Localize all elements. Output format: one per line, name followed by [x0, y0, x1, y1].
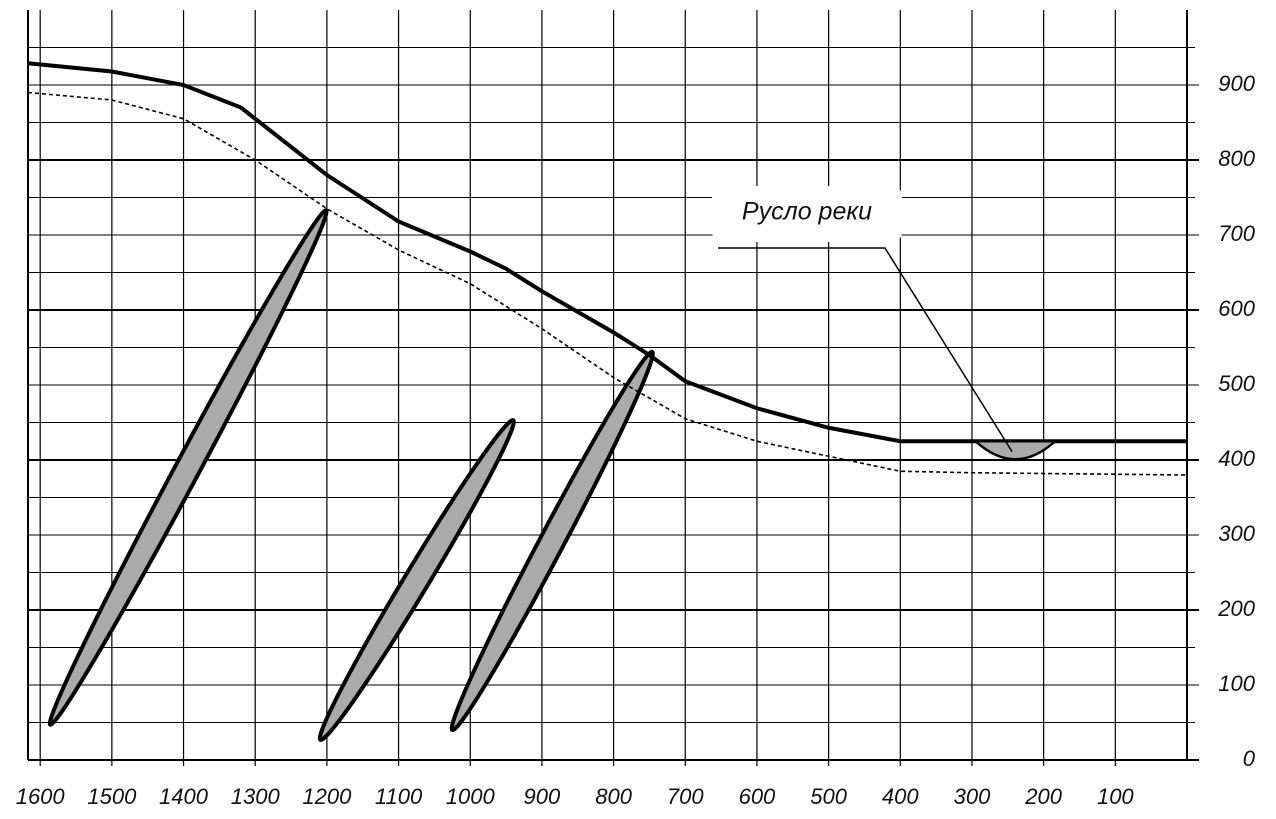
x-tick-label: 1000 [446, 784, 496, 809]
y-tick-label: 200 [1217, 596, 1255, 621]
y-tick-label: 300 [1218, 521, 1255, 546]
y-tick-label: 800 [1218, 146, 1255, 171]
x-tick-label: 1300 [231, 784, 281, 809]
x-tick-label: 1600 [16, 784, 66, 809]
y-tick-label: 900 [1218, 71, 1255, 96]
line-series [27, 91, 1188, 476]
x-tick-label: 1500 [87, 784, 137, 809]
annotation-text: Русло реки [742, 198, 872, 226]
x-tick-label: 700 [667, 784, 704, 809]
river-channel [972, 440, 1059, 461]
ore-body [317, 418, 516, 742]
y-tick-label: 700 [1218, 221, 1255, 246]
ore-body [449, 349, 655, 733]
x-tick-label: 200 [1024, 784, 1062, 809]
ore-body [47, 208, 329, 727]
x-tick-label: 800 [595, 784, 632, 809]
line-series [27, 61, 1187, 444]
x-tick-label: 1200 [302, 784, 352, 809]
x-tick-label: 300 [954, 784, 991, 809]
x-tick-label: 1100 [375, 784, 423, 809]
y-tick-label: 100 [1218, 671, 1255, 696]
y-tick-label: 400 [1218, 446, 1255, 471]
annotation-box [712, 186, 902, 242]
x-tick-label: 500 [810, 784, 847, 809]
y-tick-label: 500 [1218, 371, 1255, 396]
y-tick-label: 600 [1218, 296, 1255, 321]
annotation-leader [718, 247, 1013, 453]
x-tick-label: 400 [882, 784, 919, 809]
x-tick-label: 900 [524, 784, 561, 809]
x-tick-label: 100 [1097, 784, 1134, 809]
x-tick-label: 1400 [159, 784, 209, 809]
y-tick-label: 0 [1243, 746, 1256, 771]
x-tick-label: 600 [739, 784, 776, 809]
